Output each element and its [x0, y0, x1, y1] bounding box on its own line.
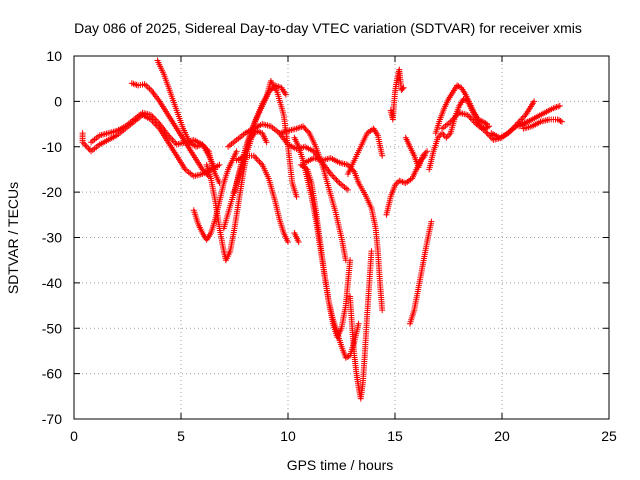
data-points: [79, 57, 565, 402]
series-2: [88, 109, 219, 173]
y-tick-label: 10: [46, 48, 62, 64]
series-17: [347, 248, 375, 402]
series-markers: [432, 82, 490, 137]
series-14: [291, 134, 354, 341]
series-26: [516, 102, 563, 130]
series-25: [488, 98, 538, 141]
y-tick-label: -60: [42, 366, 62, 382]
series-markers: [291, 134, 354, 341]
x-tick-label: 0: [70, 428, 78, 444]
series-markers: [190, 148, 240, 243]
series-markers: [302, 155, 386, 314]
x-tick-label: 15: [387, 428, 403, 444]
y-tick-label: -10: [42, 139, 62, 155]
series-markers: [203, 127, 270, 264]
series-markers: [347, 248, 375, 402]
series-23: [432, 82, 490, 137]
series-19: [387, 66, 407, 123]
plot-frame: [73, 55, 610, 420]
y-tick-label: -40: [42, 275, 62, 291]
y-tick-label: 0: [54, 93, 62, 109]
x-tick-label: 20: [494, 428, 510, 444]
series-6: [203, 127, 270, 264]
series-markers: [276, 123, 349, 264]
series-markers: [516, 102, 563, 130]
y-axis-label: SDTVAR / TECUs: [5, 182, 21, 294]
x-tick-label: 5: [177, 428, 185, 444]
chart-title: Day 086 of 2025, Sidereal Day-to-day VTE…: [74, 20, 582, 36]
y-tick-label: -70: [42, 411, 62, 427]
series-markers: [128, 80, 212, 180]
y-tick-label: -20: [42, 184, 62, 200]
x-axis-label: GPS time / hours: [287, 457, 394, 473]
series-5: [190, 148, 240, 243]
series-16: [344, 125, 386, 177]
y-tick-label: -30: [42, 230, 62, 246]
series-20: [402, 134, 431, 171]
series-markers: [154, 57, 223, 186]
series-markers: [407, 218, 435, 327]
series-markers: [233, 152, 291, 245]
series-15: [302, 155, 386, 314]
x-tick-label: 10: [280, 428, 296, 444]
series-4: [154, 57, 223, 186]
axis-ticks: 0 5 10 15 20 25 10 0 -10 -20 -30 -40 -50 -60 -70: [42, 48, 617, 444]
y-tick-label: -50: [42, 320, 62, 336]
series-markers: [520, 116, 565, 132]
series-11: [291, 230, 302, 245]
series-markers: [488, 98, 538, 141]
series-markers: [88, 109, 219, 173]
series-21: [407, 218, 435, 327]
series-markers: [291, 230, 302, 245]
series-markers: [344, 125, 386, 177]
series-12: [276, 123, 349, 264]
x-tick-label: 25: [601, 428, 617, 444]
series-10: [233, 152, 291, 245]
series-27: [520, 116, 565, 132]
series-3: [128, 80, 212, 180]
series-markers: [387, 66, 407, 123]
series-markers: [402, 134, 431, 171]
